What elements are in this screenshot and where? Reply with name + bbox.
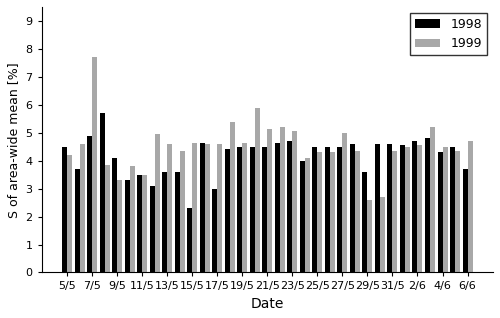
Bar [92, 57, 97, 273]
Bar [130, 166, 134, 273]
Bar [150, 186, 155, 273]
Bar [124, 180, 130, 273]
Bar [392, 151, 398, 273]
Bar [455, 151, 460, 273]
Bar [100, 113, 104, 273]
Bar [355, 151, 360, 273]
Bar [162, 172, 168, 273]
Bar [425, 138, 430, 273]
Bar [318, 152, 322, 273]
Bar [338, 147, 342, 273]
Bar [67, 155, 72, 273]
Bar [405, 147, 410, 273]
Bar [412, 141, 418, 273]
Bar [242, 142, 248, 273]
Bar [137, 175, 142, 273]
Bar [450, 147, 455, 273]
Bar [238, 147, 242, 273]
Bar [375, 144, 380, 273]
Bar [330, 152, 335, 273]
Bar [350, 144, 355, 273]
Bar [74, 169, 80, 273]
Bar [418, 145, 422, 273]
Bar [175, 172, 180, 273]
Bar [87, 135, 92, 273]
Bar [218, 144, 222, 273]
Bar [117, 180, 122, 273]
Bar [168, 144, 172, 273]
Y-axis label: S of area-wide mean [%]: S of area-wide mean [%] [7, 62, 20, 218]
Bar [400, 145, 405, 273]
Bar [200, 142, 205, 273]
Bar [305, 158, 310, 273]
Bar [442, 147, 448, 273]
Bar [362, 172, 368, 273]
Bar [212, 189, 218, 273]
X-axis label: Date: Date [250, 297, 284, 311]
Bar [368, 200, 372, 273]
Bar [275, 142, 280, 273]
Bar [230, 121, 235, 273]
Bar [192, 142, 198, 273]
Bar [300, 161, 305, 273]
Bar [180, 151, 185, 273]
Bar [80, 144, 84, 273]
Bar [380, 197, 385, 273]
Bar [250, 147, 255, 273]
Bar [312, 147, 318, 273]
Bar [462, 169, 468, 273]
Bar [430, 127, 435, 273]
Bar [288, 141, 292, 273]
Bar [325, 147, 330, 273]
Legend: 1998, 1999: 1998, 1999 [410, 13, 487, 55]
Bar [262, 147, 268, 273]
Bar [342, 133, 347, 273]
Bar [142, 175, 147, 273]
Bar [112, 158, 117, 273]
Bar [280, 127, 285, 273]
Bar [205, 144, 210, 273]
Bar [104, 165, 110, 273]
Bar [438, 152, 442, 273]
Bar [292, 131, 298, 273]
Bar [188, 208, 192, 273]
Bar [62, 147, 67, 273]
Bar [225, 149, 230, 273]
Bar [388, 144, 392, 273]
Bar [155, 134, 160, 273]
Bar [255, 107, 260, 273]
Bar [468, 141, 472, 273]
Bar [268, 128, 272, 273]
